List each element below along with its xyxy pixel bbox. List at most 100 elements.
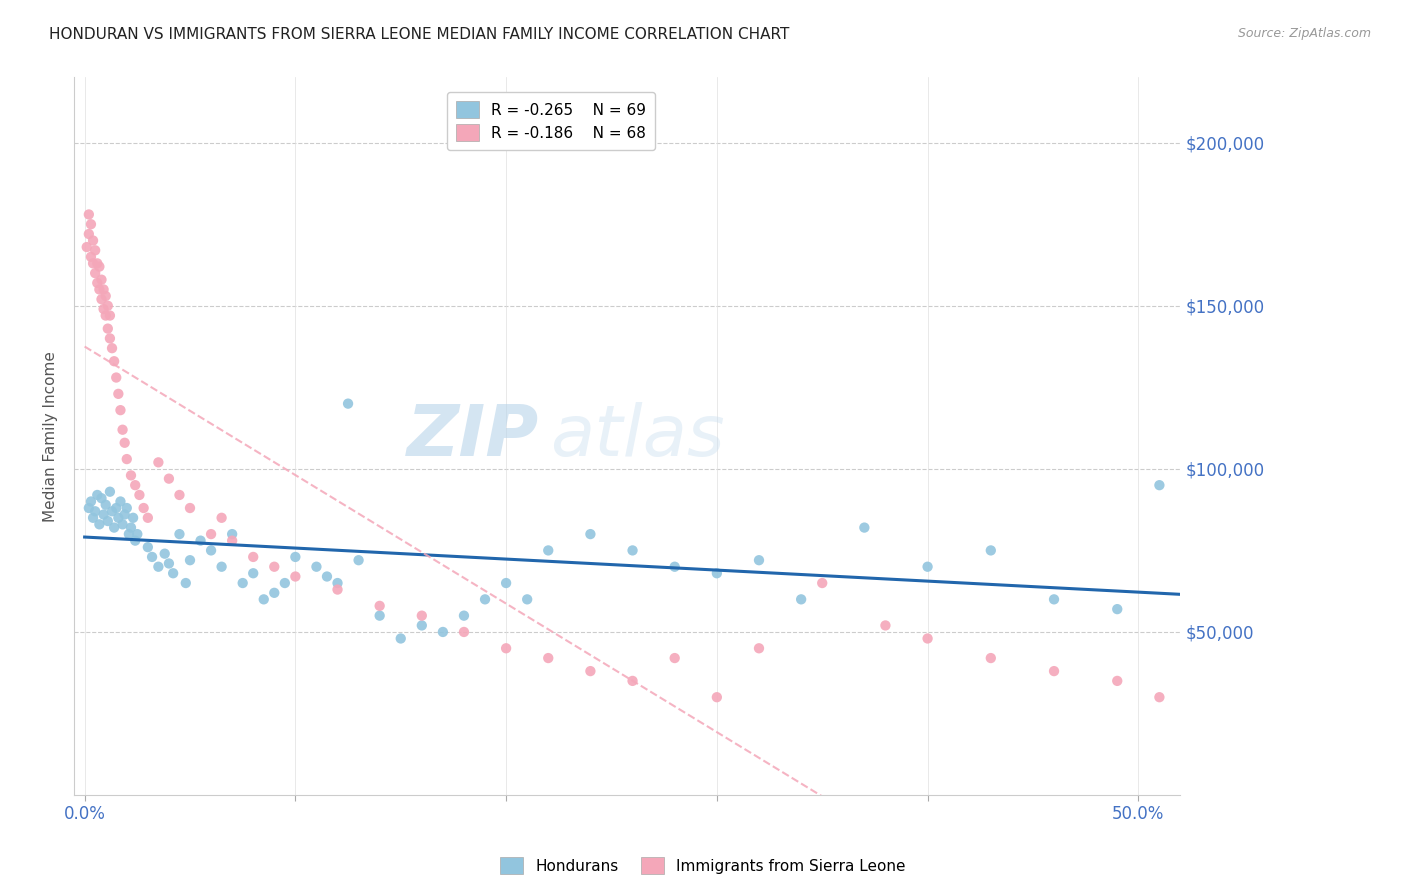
Point <box>148 559 170 574</box>
Point <box>853 520 876 534</box>
Point <box>242 549 264 564</box>
Point <box>1107 602 1129 616</box>
Point <box>80 494 103 508</box>
Point <box>169 527 191 541</box>
Point <box>120 468 142 483</box>
Point <box>495 576 517 591</box>
Point <box>94 289 117 303</box>
Point <box>93 301 115 316</box>
Point <box>1275 716 1298 731</box>
Point <box>748 553 770 567</box>
Point <box>111 517 134 532</box>
Point <box>97 321 120 335</box>
Point <box>621 543 644 558</box>
Point <box>89 517 111 532</box>
Legend: R = -0.265    N = 69, R = -0.186    N = 68: R = -0.265 N = 69, R = -0.186 N = 68 <box>447 92 655 150</box>
Point <box>389 632 412 646</box>
Point <box>748 641 770 656</box>
Point <box>221 533 243 548</box>
Point <box>157 557 180 571</box>
Point <box>120 520 142 534</box>
Point <box>221 527 243 541</box>
Point <box>664 559 686 574</box>
Point <box>263 586 285 600</box>
Point <box>200 527 222 541</box>
Point <box>114 435 136 450</box>
Point <box>917 559 939 574</box>
Point <box>432 624 454 639</box>
Point <box>98 309 121 323</box>
Point <box>337 397 360 411</box>
Text: HONDURAN VS IMMIGRANTS FROM SIERRA LEONE MEDIAN FAMILY INCOME CORRELATION CHART: HONDURAN VS IMMIGRANTS FROM SIERRA LEONE… <box>49 27 790 42</box>
Point <box>579 664 602 678</box>
Point <box>107 387 129 401</box>
Y-axis label: Median Family Income: Median Family Income <box>44 351 58 522</box>
Point <box>97 514 120 528</box>
Point <box>98 484 121 499</box>
Point <box>1191 697 1213 711</box>
Text: atlas: atlas <box>550 401 724 471</box>
Point <box>77 227 100 241</box>
Point <box>132 501 155 516</box>
Point <box>94 309 117 323</box>
Text: Source: ZipAtlas.com: Source: ZipAtlas.com <box>1237 27 1371 40</box>
Point <box>97 299 120 313</box>
Point <box>706 566 728 581</box>
Point <box>326 582 349 597</box>
Point <box>1043 664 1066 678</box>
Point <box>211 510 233 524</box>
Point <box>347 553 370 567</box>
Point <box>98 331 121 345</box>
Point <box>1149 478 1171 492</box>
Point <box>1233 706 1256 721</box>
Point <box>411 618 433 632</box>
Point <box>90 292 112 306</box>
Point <box>77 207 100 221</box>
Point <box>128 488 150 502</box>
Point <box>917 632 939 646</box>
Point <box>124 478 146 492</box>
Point <box>790 592 813 607</box>
Point <box>103 354 125 368</box>
Point <box>875 618 897 632</box>
Point <box>80 217 103 231</box>
Point <box>141 549 163 564</box>
Legend: Hondurans, Immigrants from Sierra Leone: Hondurans, Immigrants from Sierra Leone <box>494 851 912 880</box>
Point <box>86 276 108 290</box>
Point <box>474 592 496 607</box>
Point <box>82 256 104 270</box>
Point <box>980 651 1002 665</box>
Point <box>537 543 560 558</box>
Point <box>89 283 111 297</box>
Point <box>124 533 146 548</box>
Point <box>114 508 136 522</box>
Point <box>326 576 349 591</box>
Point <box>368 599 391 613</box>
Point <box>118 527 141 541</box>
Point <box>453 608 475 623</box>
Point <box>94 498 117 512</box>
Point <box>411 608 433 623</box>
Point <box>621 673 644 688</box>
Point <box>284 569 307 583</box>
Point <box>111 423 134 437</box>
Point <box>77 501 100 516</box>
Point <box>82 234 104 248</box>
Point <box>174 576 197 591</box>
Point <box>105 370 128 384</box>
Point <box>179 553 201 567</box>
Point <box>110 403 132 417</box>
Point <box>1149 690 1171 705</box>
Point <box>90 491 112 506</box>
Point <box>80 250 103 264</box>
Point <box>305 559 328 574</box>
Point <box>153 547 176 561</box>
Point <box>190 533 212 548</box>
Point <box>706 690 728 705</box>
Point <box>110 494 132 508</box>
Text: ZIP: ZIP <box>406 401 538 471</box>
Point <box>368 608 391 623</box>
Point <box>122 510 145 524</box>
Point <box>537 651 560 665</box>
Point <box>211 559 233 574</box>
